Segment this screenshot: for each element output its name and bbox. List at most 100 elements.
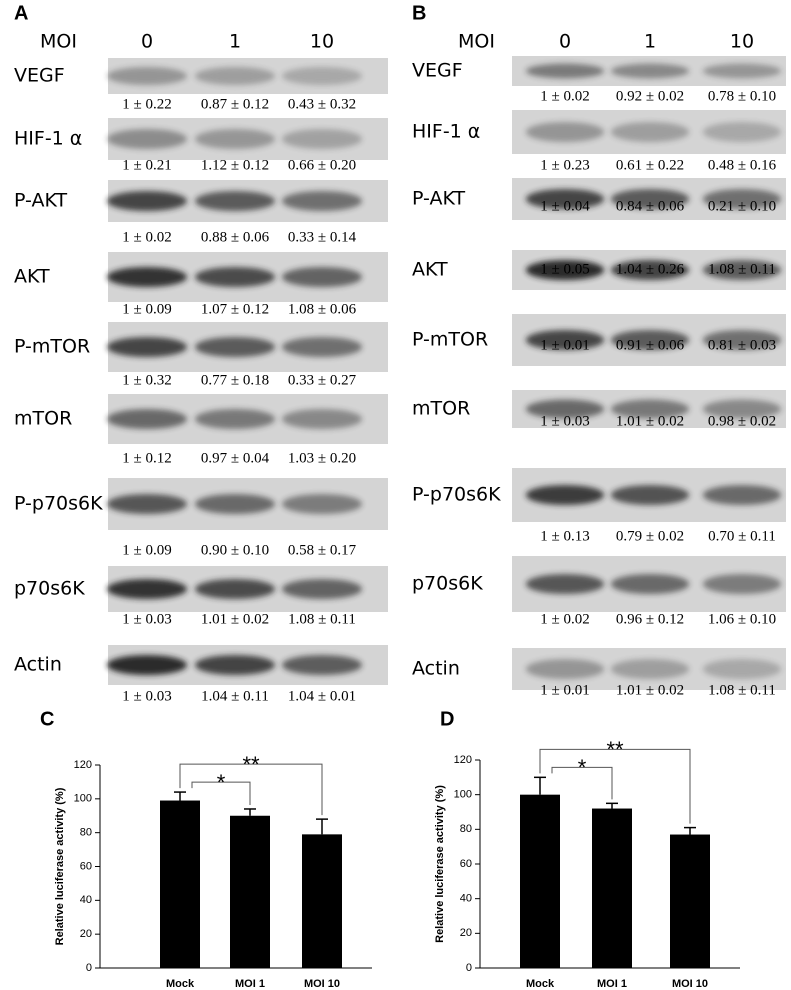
quantification: 1 ± 0.32 — [122, 372, 171, 388]
protein-label: mTOR — [14, 408, 72, 430]
quantification: 0.48 ± 0.16 — [708, 157, 777, 173]
x-tick-label: Mock — [166, 978, 195, 990]
protein-label: VEGF — [14, 65, 65, 87]
quantification: 1.06 ± 0.10 — [708, 611, 776, 627]
quantification: 0.77 ± 0.18 — [201, 372, 269, 388]
y-tick-label: 120 — [454, 754, 472, 766]
quantification: 0.79 ± 0.02 — [616, 528, 684, 544]
blot-band — [107, 67, 187, 85]
quantification: 1.08 ± 0.11 — [288, 611, 356, 627]
y-tick-label: 80 — [80, 827, 92, 839]
quantification: 1.01 ± 0.02 — [616, 682, 684, 698]
moi-label: MOI — [40, 31, 77, 53]
blot-band — [107, 579, 187, 599]
y-tick-label: 20 — [460, 927, 472, 939]
blot-band — [525, 659, 605, 679]
y-axis-label: Relative luciferase activity (%) — [54, 787, 66, 945]
quantification: 0.58 ± 0.17 — [288, 542, 357, 558]
blot-band — [282, 494, 362, 514]
bar — [592, 808, 632, 968]
moi-value: 0 — [559, 31, 571, 53]
blot-band — [195, 191, 275, 211]
blot-band — [610, 330, 690, 350]
bar — [302, 834, 342, 968]
quantification: 1 ± 0.21 — [122, 157, 171, 173]
blot-band — [195, 655, 275, 675]
quantification: 1 ± 0.02 — [540, 88, 589, 104]
blot-band — [107, 494, 187, 514]
blot-band — [610, 189, 690, 209]
protein-label: P-mTOR — [412, 329, 488, 351]
quantification: 0.90 ± 0.10 — [201, 542, 269, 558]
bar — [670, 834, 710, 968]
quantification: 1 ± 0.05 — [540, 261, 589, 277]
blot-band — [195, 129, 275, 149]
protein-label: P-p70s6K — [14, 493, 103, 515]
blot-band — [702, 574, 782, 594]
quantification: 1.04 ± 0.01 — [288, 688, 356, 704]
y-tick-label: 0 — [86, 962, 92, 974]
blot-band — [282, 67, 362, 85]
blot-band — [107, 409, 187, 429]
x-tick-label: MOI 10 — [672, 978, 708, 990]
quantification: 0.87 ± 0.12 — [201, 96, 269, 112]
blot-band — [525, 63, 605, 79]
quantification: 1 ± 0.12 — [122, 450, 171, 466]
blot-band — [525, 399, 605, 419]
blot-band — [282, 191, 362, 211]
bar — [230, 815, 270, 968]
blot-band — [195, 494, 275, 514]
panel-label: C — [40, 708, 54, 730]
moi-value: 10 — [310, 31, 334, 53]
blot-band — [610, 260, 690, 280]
y-tick-label: 100 — [454, 789, 472, 801]
quantification: 1.08 ± 0.06 — [288, 301, 357, 317]
blot-band — [702, 122, 782, 142]
blot-band — [610, 399, 690, 419]
quantification: 1 ± 0.02 — [122, 229, 171, 245]
blot-band — [610, 63, 690, 79]
significance-bracket — [191, 781, 251, 805]
blot-band — [610, 485, 690, 505]
quantification: 0.96 ± 0.12 — [616, 611, 684, 627]
protein-label: p70s6K — [14, 578, 85, 600]
blot-band — [610, 122, 690, 142]
blot-band — [195, 337, 275, 357]
blot-band — [702, 485, 782, 505]
quantification: 1.07 ± 0.12 — [201, 301, 269, 317]
quantification: 0.66 ± 0.20 — [288, 157, 356, 173]
protein-label: p70s6K — [412, 573, 483, 595]
quantification: 0.33 ± 0.27 — [288, 372, 357, 388]
blot-band — [702, 659, 782, 679]
y-tick-label: 0 — [466, 962, 472, 974]
blot-band — [702, 330, 782, 350]
y-tick-label: 40 — [460, 893, 472, 905]
blot-band — [610, 574, 690, 594]
quantification: 0.21 ± 0.10 — [708, 198, 776, 214]
quantification: 1.08 ± 0.11 — [708, 682, 776, 698]
blot-band — [282, 337, 362, 357]
quantification: 0.88 ± 0.06 — [201, 229, 270, 245]
blot-band — [702, 63, 782, 79]
significance-bracket — [551, 766, 613, 800]
quantification: 1 ± 0.02 — [540, 611, 589, 627]
bar — [520, 794, 560, 968]
moi-value: 10 — [730, 31, 754, 53]
quantification: 1 ± 0.03 — [122, 688, 171, 704]
blot-band — [195, 67, 275, 85]
quantification: 1 ± 0.03 — [540, 413, 589, 429]
blot-band — [702, 399, 782, 419]
significance-label: ** — [606, 737, 624, 762]
significance-label: * — [217, 770, 226, 795]
y-tick-label: 60 — [80, 860, 92, 872]
quantification: 1 ± 0.01 — [540, 682, 589, 698]
protein-label: P-mTOR — [14, 336, 90, 358]
blot-band — [282, 267, 362, 287]
quantification: 0.91 ± 0.06 — [616, 337, 685, 353]
blot-band — [107, 191, 187, 211]
blot-band — [195, 579, 275, 599]
y-tick-label: 60 — [460, 858, 472, 870]
x-tick-label: MOI 10 — [304, 978, 340, 990]
moi-label: MOI — [458, 31, 495, 53]
y-tick-label: 100 — [74, 793, 92, 805]
